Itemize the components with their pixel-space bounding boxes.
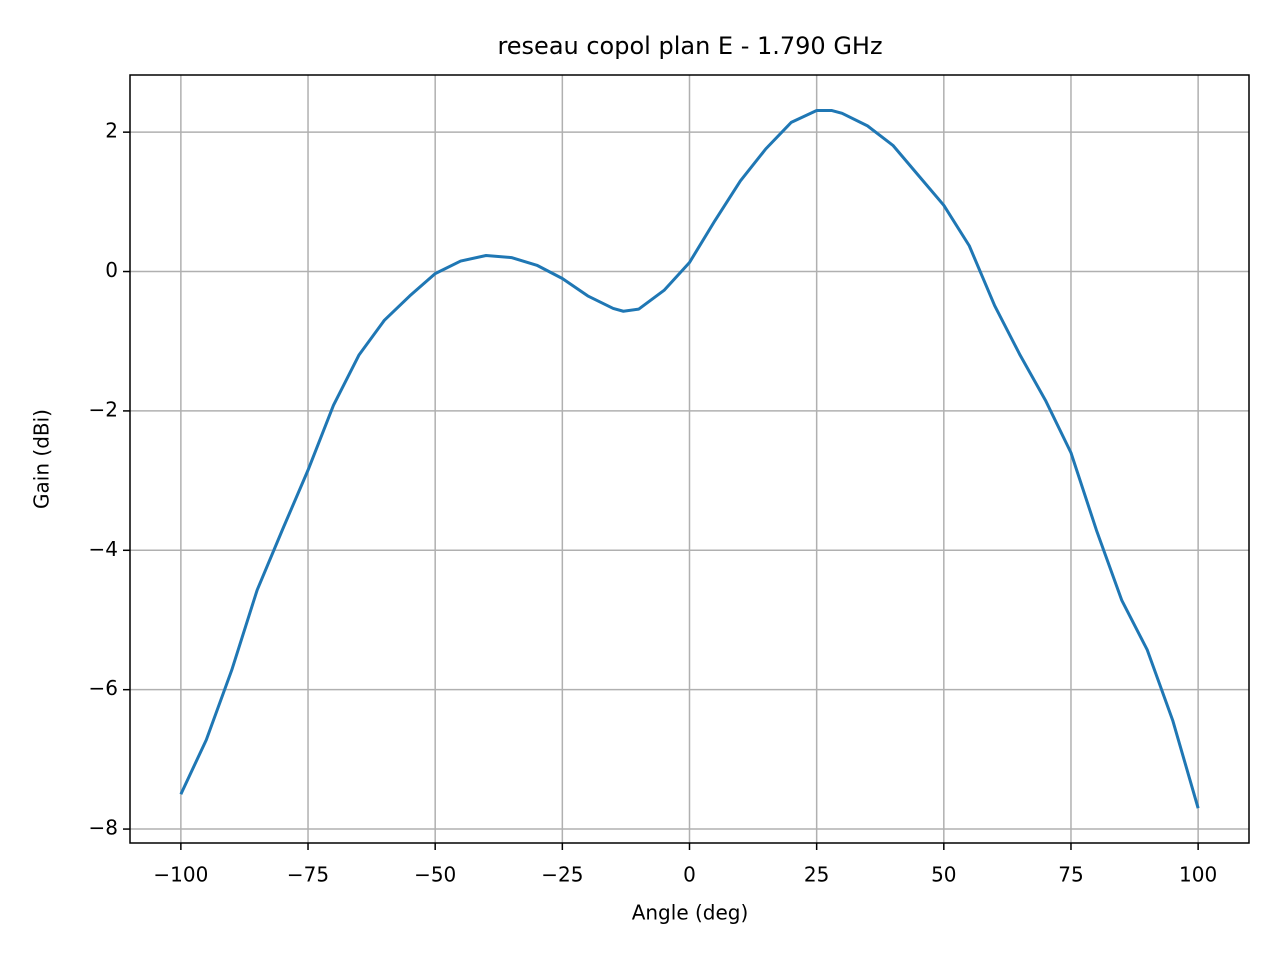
plot — [179, 109, 1200, 809]
y-tick-label: −4 — [89, 537, 118, 561]
line — [179, 109, 1200, 809]
x-tick-label: −75 — [287, 863, 329, 887]
x-tick-label: 50 — [931, 863, 956, 887]
x-axis-label: Angle (deg) — [632, 901, 749, 925]
y-tick-label: 2 — [105, 119, 118, 143]
y-tick-label: −8 — [89, 816, 118, 840]
chart-title: reseau copol plan E - 1.790 GHz — [497, 32, 882, 60]
y-tick-label: −6 — [89, 676, 118, 700]
x-tick-label: −25 — [541, 863, 583, 887]
x-tick-label: 0 — [683, 863, 696, 887]
y-tick-label: 0 — [105, 258, 118, 282]
x-tick-label: −100 — [153, 863, 208, 887]
x-tick-label: 75 — [1058, 863, 1083, 887]
x-tick-label: 100 — [1179, 863, 1217, 887]
y-tick-label: −2 — [89, 397, 118, 421]
x-tick-label: −50 — [414, 863, 456, 887]
x-tick-label: 25 — [804, 863, 829, 887]
grid — [130, 75, 1249, 843]
y-axis-label: Gain (dBi) — [30, 409, 54, 509]
